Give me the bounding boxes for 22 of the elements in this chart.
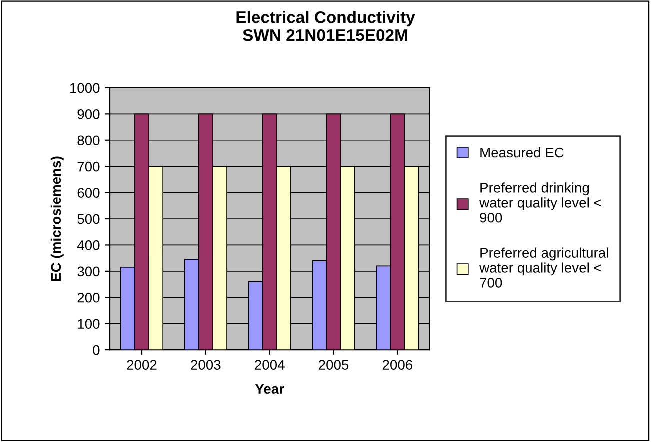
x-tick-label: 2005 — [319, 360, 349, 370]
y-tick-label: 800 — [78, 136, 100, 146]
x-tick-label: 2002 — [127, 360, 157, 370]
y-tick-label: 0 — [93, 345, 100, 356]
legend-label: Preferred drinking water quality level < 900 — [480, 182, 602, 223]
y-tick-label: 700 — [78, 162, 100, 172]
y-tick-label: 500 — [78, 214, 100, 224]
chart-title: Electrical Conductivity SWN 21N01E15E02M — [236, 11, 416, 42]
x-tick-label: 2004 — [255, 360, 285, 370]
y-tick-label: 100 — [78, 319, 100, 330]
y-tick-label: 900 — [78, 110, 100, 120]
x-tick-label: 2006 — [382, 360, 413, 370]
y-tick-label: 400 — [77, 240, 100, 250]
legend-label: Preferred agricultural water quality level < 700 — [480, 248, 608, 288]
y-tick-label: 1000 — [70, 83, 100, 94]
y-tick-label: 600 — [78, 188, 100, 198]
y-tick-label: 300 — [78, 266, 100, 277]
x-axis-title: Year — [255, 384, 284, 394]
y-axis-title: EC (microsiemens) — [50, 156, 64, 281]
legend-label: Measured EC — [480, 147, 564, 158]
y-tick-label: 200 — [78, 292, 100, 303]
x-tick-label: 2003 — [191, 360, 221, 370]
